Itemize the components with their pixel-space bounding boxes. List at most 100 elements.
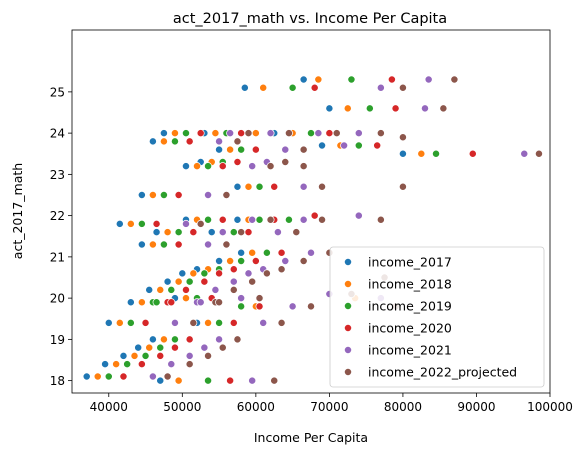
point-income_2021-4 [215,335,224,344]
point-income_2020-20 [174,191,183,199]
point-income_2022_projected-24 [299,145,308,154]
point-income_2020-0 [119,372,128,381]
point-income_2021-25 [215,137,224,146]
point-income_2018-24 [226,145,235,154]
point-income_2020-29 [237,129,246,138]
point-income_2022_projected-14 [222,240,231,249]
point-income_2022_projected-21 [318,182,326,191]
point-income_2021-18 [299,215,308,224]
point-income_2018-29 [211,129,220,138]
y-tick-label: 20 [50,292,65,306]
point-income_2020-4 [185,335,194,344]
point-income_2018-4 [159,335,168,344]
point-income_2020-11 [229,265,238,274]
point-income_2022_projected-4 [233,335,242,344]
point-income_2021-37 [288,302,297,311]
point-income_2022_projected-32 [398,83,407,92]
point-income_2022_projected-19 [196,219,205,228]
point-income_2021-26 [226,129,235,138]
point-income_2021-3 [200,343,209,352]
point-income_2018-31 [417,149,426,158]
point-income_2017-19 [115,219,124,228]
point-income_2021-19 [182,219,190,228]
point-income_2017-4 [148,335,157,344]
point-income_2020-1 [137,360,146,369]
point-income_2020-28 [325,129,334,138]
point-income_2019-9 [185,277,194,286]
point-income_2020-3 [170,343,179,352]
point-income_2019-38 [284,215,293,224]
point-income_2019-6 [126,318,135,327]
point-income_2020-15 [189,228,198,237]
point-income_2022_projected-31 [535,149,543,158]
point-income_2017-18 [233,215,242,224]
legend-label-income_2017: income_2017 [368,255,452,270]
y-tick-label: 18 [50,374,65,388]
point-income_2017-0 [82,372,91,381]
point-income_2019-33 [347,75,356,84]
point-income_2019-1 [123,360,132,369]
y-tick-label: 25 [50,85,65,99]
point-income_2022_projected-38 [376,215,385,224]
legend-box [329,246,545,388]
y-tick-label: 23 [50,168,65,182]
point-income_2018-13 [248,248,257,257]
point-income_2018-25 [159,137,168,146]
point-income_2020-6 [141,318,150,327]
point-income_2019-16 [204,215,212,224]
point-income_2022_projected-33 [450,75,459,84]
point-income_2022_projected-9 [248,277,257,286]
point-income_2021-13 [307,248,315,257]
point-income_2020-13 [277,248,286,257]
point-income_2018-35 [182,294,190,303]
point-income_2021-30 [340,141,349,150]
legend: income_2017 income_2018 income_2019 income_… [329,246,545,388]
point-income_2019-2 [141,351,150,360]
point-income_2020-17 [244,228,253,237]
point-income_2017-25 [148,137,157,146]
point-income_2020-33 [387,75,396,84]
point-income_2022_projected-6 [189,318,198,327]
point-income_2017-34 [325,104,334,113]
point-income_2017-10 [178,269,187,278]
x-tick-label: 70000 [310,400,348,414]
point-income_2019-22 [204,162,212,171]
legend-marker-income_2022_projected [344,368,352,376]
point-income_2021-12 [281,257,290,265]
point-income_2022_projected-0 [163,372,172,381]
point-income_2020-19 [152,219,161,228]
point-income_2018-36 [204,318,212,327]
point-income_2018-10 [189,269,198,278]
point-income_2017-8 [145,285,154,294]
legend-marker-income_2020 [344,324,352,332]
y-axis-label: act_2017_math [10,163,25,259]
point-income_2018-2 [130,351,139,360]
point-income_2021-22 [248,162,257,171]
point-income_2017-30 [318,141,326,150]
legend-marker-income_2021 [344,346,352,354]
point-income_2022_projected-30 [398,182,407,191]
point-income_2022_projected-26 [244,129,253,138]
point-income_2019-37 [237,302,246,311]
point-income_2022_projected-15 [237,228,246,237]
point-income_2022_projected-11 [277,265,286,274]
point-income_2017-21 [233,182,242,191]
point-income_2018-34 [343,104,352,113]
point-income_2017-24 [215,145,224,154]
point-income_2021-31 [520,149,529,158]
point-income_2019-17 [229,228,238,237]
plot-frame [71,29,551,394]
point-income_2021-20 [204,191,212,199]
point-income_2021-29 [266,129,275,138]
point-income_2017-31 [398,149,407,158]
point-income_2018-22 [193,162,201,171]
point-income_2020-10 [215,269,224,278]
point-income_2021-39 [196,298,205,307]
point-income_2022_projected-35 [255,294,264,303]
point-income_2021-24 [281,145,290,154]
point-income_2021-2 [185,351,194,360]
point-income_2017-6 [104,318,113,327]
point-income_2019-20 [159,191,168,199]
point-income_2019-15 [174,228,183,237]
point-income_2019-28 [307,129,315,138]
